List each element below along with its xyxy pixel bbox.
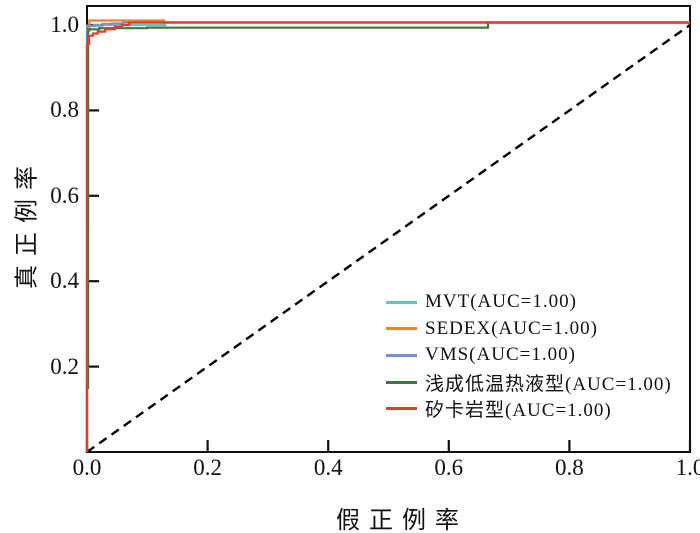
legend-label: 浅成低温热液型(AUC=1.00) [425, 373, 672, 395]
x-tick-label-0.8: 0.8 [555, 455, 584, 480]
legend-label: VMS(AUC=1.00) [425, 344, 576, 366]
roc-curve-矽卡岩型 [85, 21, 690, 452]
x-tick-label-0.0: 0.0 [72, 455, 102, 480]
legend-line-icon [386, 353, 417, 357]
y-tick-label-0.8: 0.8 [50, 97, 79, 123]
legend-label: SEDEX(AUC=1.00) [425, 317, 598, 339]
y-tick-label-0.6: 0.6 [50, 182, 79, 208]
legend-line-icon [386, 300, 417, 304]
y-axis-label: 真正例率 [14, 157, 41, 289]
y-tick-label-0.2: 0.2 [50, 353, 79, 379]
y-tick-label-1.0: 1.0 [50, 12, 79, 37]
legend-line-icon [386, 407, 417, 411]
x-tick-label-0.4: 0.4 [313, 455, 343, 480]
y-tick-label-0.4: 0.4 [50, 268, 79, 294]
legend-line-icon [386, 327, 417, 331]
legend-item-SEDEX: SEDEX(AUC=1.00) [386, 316, 672, 343]
x-axis-label: 假正例率 [336, 508, 468, 533]
legend-item-浅成低温热液型: 浅成低温热液型(AUC=1.00) [386, 369, 672, 396]
x-tick-label-1.0: 1.0 [675, 455, 700, 480]
legend-item-MVT: MVT(AUC=1.00) [386, 289, 672, 316]
legend-label: MVT(AUC=1.00) [425, 291, 577, 313]
x-tick-label-0.6: 0.6 [434, 455, 464, 480]
legend: MVT(AUC=1.00) SEDEX(AUC=1.00) VMS(AUC=1.00… [386, 289, 672, 422]
legend-label: 矽卡岩型(AUC=1.00) [425, 400, 612, 422]
x-tick-label-0.2: 0.2 [193, 455, 222, 480]
legend-line-icon [386, 380, 417, 384]
legend-item-矽卡岩型: 矽卡岩型(AUC=1.00) [386, 395, 672, 422]
chance-diagonal-line [86, 24, 691, 453]
legend-item-VMS: VMS(AUC=1.00) [386, 342, 672, 369]
roc-curve-VMS [85, 21, 690, 452]
